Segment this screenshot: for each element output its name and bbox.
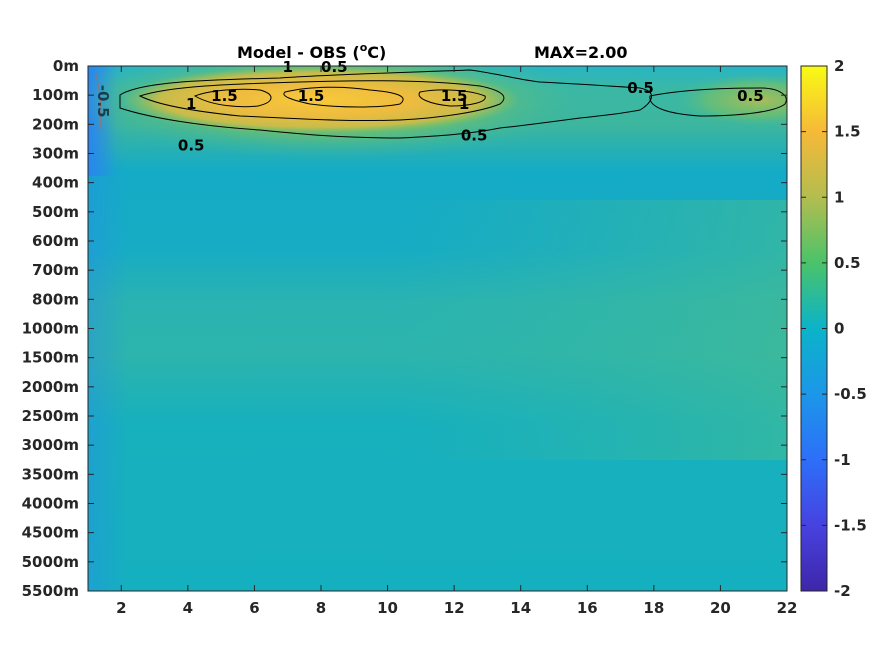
y-tick-label: 5000m <box>22 553 79 571</box>
contour-1 <box>138 80 505 122</box>
contour-label: 0.5 <box>627 79 654 97</box>
y-tick-label: 800m <box>32 290 79 308</box>
x-tick-label: 6 <box>249 599 259 617</box>
y-tick-label: 1000m <box>22 320 79 338</box>
x-tick-label: 20 <box>710 599 731 617</box>
y-tick-label: 3500m <box>22 465 79 483</box>
x-tick-label: 4 <box>183 599 193 617</box>
x-tick-label: 12 <box>444 599 465 617</box>
y-tick-label: 2000m <box>22 378 79 396</box>
contour-lines <box>95 69 787 139</box>
x-tick-label: 18 <box>643 599 664 617</box>
y-tick-label: 0m <box>53 57 79 75</box>
contour-label: 1 <box>459 95 469 113</box>
colorbar-ticks: 2 1.5 1 0.5 0 -0.5 -1 -1.5 -2 <box>801 57 867 600</box>
contour-neg-0-5 <box>95 73 102 131</box>
colorbar-tick-label: 1.5 <box>834 123 861 141</box>
y-tick-label: 2500m <box>22 407 79 425</box>
heatmap-field <box>88 66 787 591</box>
contour-label: 1.5 <box>211 87 238 105</box>
x-tick-label: 8 <box>316 599 326 617</box>
x-tick-label: 16 <box>577 599 598 617</box>
colorbar-tick-label: 0.5 <box>834 254 861 272</box>
y-tick-label: 5500m <box>22 582 79 600</box>
colorbar-tick-label: -1.5 <box>834 516 867 534</box>
contour-label: 1 <box>282 58 292 76</box>
y-tick-label: 4000m <box>22 495 79 513</box>
colorbar-tick-label: 2 <box>834 57 844 75</box>
y-axis: 0m 100m 200m 300m 400m 500m 600m 700m 800m 1000m 1… <box>22 57 787 600</box>
max-value-label: MAX=2.00 <box>534 43 628 62</box>
contour-label: 0.5 <box>737 87 764 105</box>
y-tick-label: 200m <box>32 115 79 133</box>
y-tick-label: 300m <box>32 145 79 163</box>
contour-label: 1.5 <box>298 87 325 105</box>
y-tick-label: 400m <box>32 174 79 192</box>
y-tick-label: 500m <box>32 203 79 221</box>
y-tick-label: 1500m <box>22 349 79 367</box>
y-tick-label: 3000m <box>22 436 79 454</box>
y-tick-label: 4500m <box>22 524 79 542</box>
x-tick-label: 2 <box>116 599 126 617</box>
contour-1-5-b <box>283 86 404 108</box>
colorbar-tick-label: 0 <box>834 320 844 338</box>
contour-label: 0.5 <box>461 126 488 144</box>
contour-label: 1 <box>186 95 196 113</box>
x-axis: 2 4 6 8 10 12 14 16 18 20 22 <box>116 66 797 617</box>
contour-label: -0.5 <box>94 85 112 118</box>
contour-0-5-east <box>649 87 787 117</box>
contour-1-5-a <box>193 88 272 108</box>
contour-label: 0.5 <box>321 58 348 76</box>
contour-labels: 0.511.51.510.51.510.50.5 0.5-0.5 <box>94 58 764 154</box>
colorbar-tick-label: -1 <box>834 451 851 469</box>
contour-0-5-west <box>119 69 652 139</box>
x-tick-label: 14 <box>510 599 531 617</box>
colorbar-tick-label: -2 <box>834 582 851 600</box>
x-tick-label: 22 <box>777 599 798 617</box>
chart-title: Model - OBS (oC) <box>237 41 386 62</box>
y-tick-label: 700m <box>32 261 79 279</box>
contour-1-5-c <box>418 89 486 107</box>
y-tick-label: 100m <box>32 86 79 104</box>
contour-label: 1.5 <box>441 87 468 105</box>
colorbar: 2 1.5 1 0.5 0 -0.5 -1 -1.5 -2 <box>800 57 867 600</box>
contour-label: 0.5 <box>178 136 205 154</box>
colorbar-tick-label: -0.5 <box>834 385 867 403</box>
x-tick-label: 10 <box>377 599 398 617</box>
colorbar-tick-label: 1 <box>834 188 844 206</box>
y-tick-label: 600m <box>32 232 79 250</box>
